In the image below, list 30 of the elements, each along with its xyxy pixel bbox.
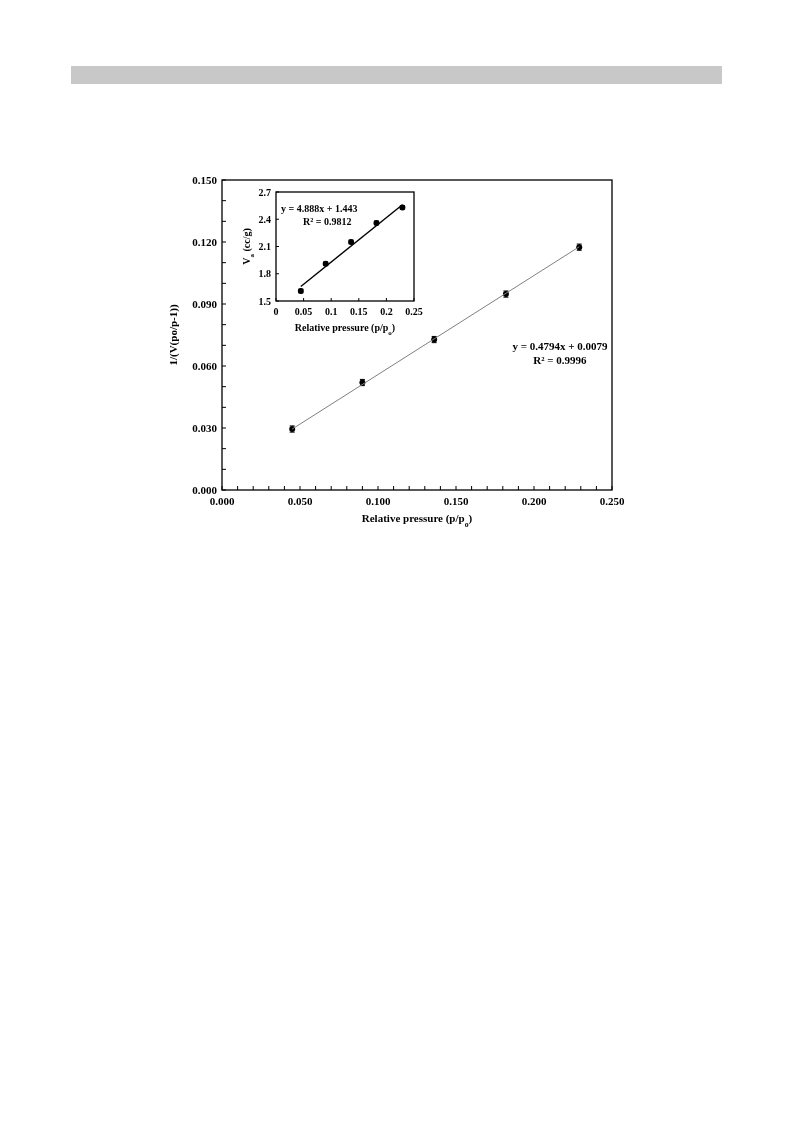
annotation: R² = 0.9996 xyxy=(533,354,588,366)
annotation: y = 4.888x + 1.443 xyxy=(281,203,358,214)
y-tick-label: 0.150 xyxy=(192,173,218,186)
y-tick-label: 0.090 xyxy=(192,297,218,310)
x-axis-title: Relative pressure (p/p$_{o}$) xyxy=(361,512,473,529)
x-tick-label: 0.000 xyxy=(209,495,235,507)
y-tick-label: 2.7 xyxy=(258,186,271,198)
x-tick-label: 0.200 xyxy=(521,495,547,507)
y-tick-label: 2.1 xyxy=(258,241,271,252)
y-tick-label: 0.120 xyxy=(192,235,218,248)
y-tick-label: 0.000 xyxy=(192,483,218,496)
y-tick-label: 1.5 xyxy=(258,295,271,307)
x-tick-label: 0 xyxy=(273,306,279,317)
x-tick-label: 0.150 xyxy=(443,495,469,507)
x-tick-label: 0.2 xyxy=(380,306,393,317)
x-tick-label: 0.1 xyxy=(324,306,338,317)
x-axis-title: Relative pressure (p/p$_{o}$) xyxy=(294,322,396,337)
x-tick-label: 0.100 xyxy=(365,495,391,507)
y-tick-label: 1.8 xyxy=(258,268,271,280)
x-tick-label: 0.050 xyxy=(287,495,313,507)
x-tick-label: 0.15 xyxy=(350,306,368,317)
x-tick-label: 0.25 xyxy=(405,306,423,317)
x-tick-label: 0.05 xyxy=(294,306,313,317)
y-tick-label: 0.030 xyxy=(192,421,218,434)
annotation: R² = 0.9812 xyxy=(303,216,352,227)
y-tick-label: 2.4 xyxy=(258,213,271,225)
x-tick-label: 0.250 xyxy=(599,495,625,507)
y-tick-label: 0.060 xyxy=(192,359,218,372)
annotation: y = 0.4794x + 0.0079 xyxy=(512,340,609,352)
y-axis-title: 1/(V(po/p-1)) xyxy=(167,304,180,366)
